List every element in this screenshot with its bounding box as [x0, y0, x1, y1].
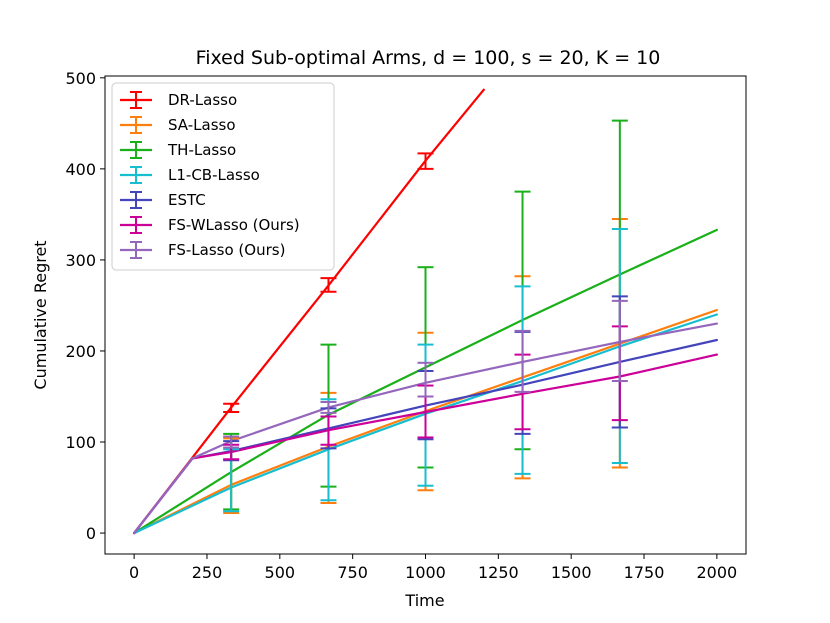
x-tick-label: 1000 — [405, 563, 446, 582]
series-line-fs-wlasso-ours — [133, 353, 719, 535]
legend-entry-l1-cb-lasso: L1-CB-Lasso — [120, 166, 260, 184]
errorbar-dr-lasso — [417, 152, 434, 170]
legend-label: DR-Lasso — [168, 91, 237, 109]
legend-label: ESTC — [168, 191, 206, 209]
legend-box — [111, 82, 335, 271]
x-tick-label: 1250 — [478, 563, 519, 582]
x-tick-label: 2000 — [697, 563, 738, 582]
errorbar-fs-lasso-ours — [320, 400, 337, 414]
x-tick-label: 250 — [192, 563, 223, 582]
legend-entry-dr-lasso: DR-Lasso — [120, 91, 237, 109]
errorbar-dr-lasso — [223, 402, 240, 413]
legend-label: FS-WLasso (Ours) — [168, 216, 300, 234]
chart-title: Fixed Sub-optimal Arms, d = 100, s = 20,… — [196, 47, 661, 69]
y-axis-label: Cumulative Regret — [31, 240, 50, 389]
legend-label: L1-CB-Lasso — [168, 166, 260, 184]
errorbar-fs-lasso-ours — [514, 329, 531, 393]
y-tick-label: 200 — [65, 342, 96, 361]
y-tick-label: 500 — [65, 69, 96, 88]
legend: DR-Lasso SA-Lasso TH-Lasso L1-CB-Lasso ESTC F… — [111, 82, 335, 271]
x-tick-label: 1750 — [624, 563, 665, 582]
errorbar-fs-lasso-ours — [417, 361, 434, 398]
series-line-fs-lasso-ours — [133, 322, 719, 535]
legend-entry-estc: ESTC — [120, 191, 206, 209]
x-axis-ticks: 0 250 500 750 1000 1250 1500 1750 2000 — [129, 554, 737, 582]
y-tick-label: 400 — [65, 160, 96, 179]
errorbar-fs-lasso-ours — [223, 435, 240, 449]
y-axis-ticks: 0 100 200 300 400 500 — [65, 69, 105, 543]
x-axis-label: Time — [404, 591, 444, 610]
errorbar-fs-lasso-ours — [611, 299, 628, 383]
errorbar-dr-lasso — [320, 277, 337, 293]
y-tick-label: 0 — [86, 524, 96, 543]
legend-label: SA-Lasso — [168, 116, 236, 134]
legend-entry-sa-lasso: SA-Lasso — [120, 116, 236, 134]
legend-label: TH-Lasso — [167, 141, 236, 159]
x-tick-label: 1500 — [551, 563, 592, 582]
x-tick-label: 500 — [265, 563, 296, 582]
errorbar-fs-wlasso-ours — [320, 415, 337, 446]
legend-entry-fs-lasso-ours: FS-Lasso (Ours) — [120, 241, 285, 259]
plot-errorbars — [223, 119, 628, 515]
x-tick-label: 750 — [337, 563, 368, 582]
legend-entry-fs-wlasso-ours: FS-WLasso (Ours) — [120, 216, 300, 234]
x-tick-label: 0 — [129, 563, 139, 582]
y-tick-label: 300 — [65, 251, 96, 270]
legend-entry-th-lasso: TH-Lasso — [120, 141, 236, 159]
legend-label: FS-Lasso (Ours) — [168, 241, 285, 259]
y-tick-label: 100 — [65, 433, 96, 452]
